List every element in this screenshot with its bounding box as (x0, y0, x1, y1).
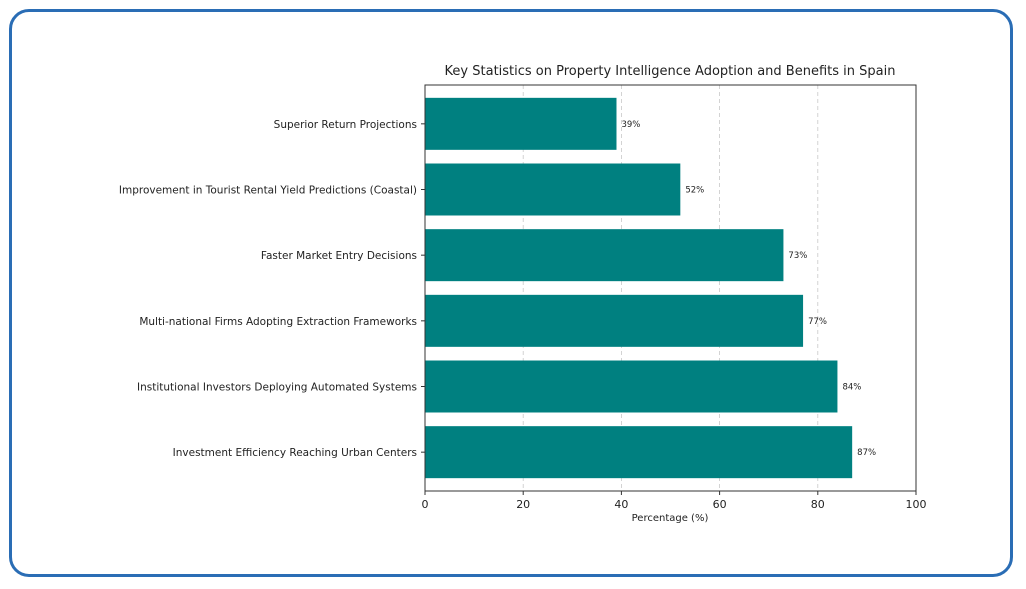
bar-value-label: 73% (788, 251, 807, 261)
chart-title: Key Statistics on Property Intelligence … (445, 64, 896, 79)
x-tick-label: 40 (614, 498, 628, 511)
bar-value-label: 77% (808, 317, 827, 327)
x-tick-label: 20 (516, 498, 530, 511)
bar-value-label: 39% (621, 120, 640, 130)
y-tick-label: Multi-national Firms Adopting Extraction… (139, 316, 417, 328)
bar (425, 294, 804, 347)
bar (425, 97, 617, 150)
y-tick-label: Faster Market Entry Decisions (261, 250, 417, 262)
y-tick-label: Improvement in Tourist Rental Yield Pred… (119, 185, 417, 197)
x-tick-label: 100 (906, 498, 927, 511)
bar-value-label: 87% (857, 448, 876, 458)
x-tick-label: 60 (713, 498, 727, 511)
y-tick-label: Investment Efficiency Reaching Urban Cen… (173, 447, 417, 459)
y-tick-label: Institutional Investors Deploying Automa… (137, 382, 417, 394)
bar (425, 360, 838, 413)
bar-value-label: 84% (842, 383, 861, 393)
bar (425, 163, 681, 216)
x-axis-label: Percentage (%) (632, 513, 709, 524)
x-tick-label: 0 (422, 498, 429, 511)
bar (425, 426, 853, 479)
x-tick-label: 80 (811, 498, 825, 511)
y-tick-label: Superior Return Projections (274, 119, 417, 131)
plot-frame (424, 84, 917, 492)
bar (425, 229, 784, 282)
card-border (9, 9, 1013, 577)
bar-value-label: 52% (685, 186, 704, 196)
